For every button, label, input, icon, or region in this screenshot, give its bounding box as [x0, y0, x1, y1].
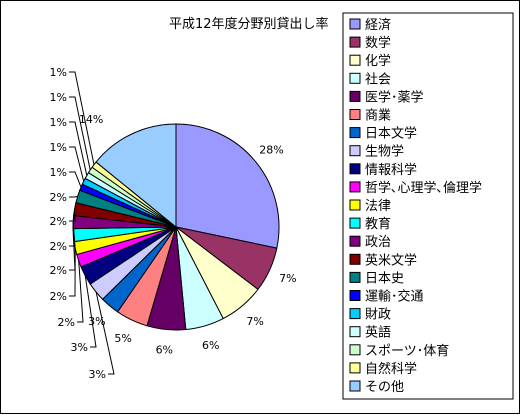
data-label: 1% — [50, 66, 67, 79]
legend-label: 法律 — [365, 199, 391, 214]
legend-label: 政治 — [365, 235, 391, 250]
legend-swatch — [349, 199, 361, 211]
legend-swatch — [349, 18, 361, 30]
data-label: 2% — [58, 316, 75, 329]
legend-swatch — [349, 109, 361, 120]
data-label: 28% — [259, 143, 283, 156]
data-label: 7% — [246, 315, 263, 328]
legend-swatch — [349, 163, 361, 175]
leader-line — [95, 291, 115, 375]
legend-label: 医学･薬学 — [365, 89, 424, 105]
legend-swatch — [349, 181, 361, 193]
legend-label: 教育 — [365, 216, 391, 232]
data-label: 3% — [89, 368, 106, 381]
data-label: 1% — [50, 91, 67, 104]
leader-line — [77, 260, 84, 323]
legend-label: 数学 — [365, 35, 391, 51]
data-label: 1% — [50, 141, 67, 154]
legend-label: 英米文学 — [365, 252, 417, 268]
data-label: 6% — [156, 343, 173, 356]
leader-line — [69, 146, 85, 182]
leader-lines — [69, 71, 115, 375]
leader-line — [69, 235, 76, 271]
data-label: 2% — [50, 264, 67, 277]
legend-label: 情報科学 — [365, 162, 417, 178]
leader-line — [69, 96, 91, 171]
legend-label: 日本文学 — [365, 126, 417, 142]
legend-swatch — [349, 127, 361, 139]
legend-swatch — [349, 72, 361, 84]
pie-slices — [72, 123, 280, 331]
legend-label: 哲学､心理学､倫理学 — [365, 180, 482, 196]
legend-swatch — [349, 290, 361, 301]
legend-swatch — [349, 253, 361, 265]
legend-label: 商業 — [365, 108, 391, 124]
data-label: 3% — [88, 315, 105, 328]
legend-swatch — [349, 36, 361, 48]
legend-swatch — [349, 217, 361, 229]
leader-line — [69, 71, 95, 165]
data-label: 14% — [79, 113, 103, 126]
legend-swatch — [349, 326, 361, 338]
data-label: 2% — [50, 290, 67, 303]
legend-swatch — [349, 362, 361, 374]
legend-swatch — [349, 380, 361, 392]
pie-slice — [95, 123, 177, 229]
legend-swatch — [349, 235, 361, 247]
legend-label: その他 — [365, 380, 404, 395]
data-label: 2% — [50, 215, 67, 228]
data-label: 2% — [50, 240, 67, 253]
legend-label: 生物学 — [365, 144, 404, 160]
legend-label: 社会 — [365, 71, 391, 87]
legend-label: 財政 — [365, 308, 391, 323]
legend-label: スポーツ･体育 — [365, 343, 449, 359]
data-label: 1% — [50, 116, 67, 129]
legend-swatch — [349, 344, 361, 356]
data-label: 6% — [202, 339, 219, 352]
legend: 経済数学化学社会医学･薬学商業日本文学生物学情報科学哲学､心理学､倫理学法律教育… — [342, 12, 514, 400]
data-labels: 28%7%7%6%6%5%3%3%3%2%2%2%2%2%2%1%1%1%1%1… — [50, 66, 297, 381]
legend-swatch — [349, 308, 361, 320]
legend-label: 英語 — [365, 325, 391, 341]
leader-line — [69, 171, 82, 188]
data-label: 3% — [71, 341, 88, 354]
data-label: 5% — [114, 332, 131, 345]
legend-label: 化学 — [365, 53, 391, 69]
leader-line — [69, 209, 76, 222]
legend-box — [342, 12, 514, 400]
legend-label: 自然科学 — [365, 361, 417, 377]
pie-slice — [175, 123, 280, 249]
data-label: 7% — [279, 272, 296, 285]
legend-swatch — [349, 145, 361, 157]
legend-swatch — [349, 271, 361, 283]
legend-swatch — [349, 90, 361, 102]
chart-title: 平成12年度分野別貸出し率 — [169, 16, 329, 32]
legend-label: 日本史 — [365, 271, 404, 286]
leader-line — [69, 222, 76, 247]
legend-swatch — [349, 54, 361, 66]
data-label: 1% — [50, 166, 67, 179]
legend-label: 経済 — [365, 17, 391, 33]
leader-line — [84, 275, 97, 348]
legend-label: 運輸･交通 — [365, 289, 424, 305]
leader-line — [69, 195, 78, 198]
data-label: 2% — [50, 191, 67, 204]
leader-line — [69, 121, 88, 176]
